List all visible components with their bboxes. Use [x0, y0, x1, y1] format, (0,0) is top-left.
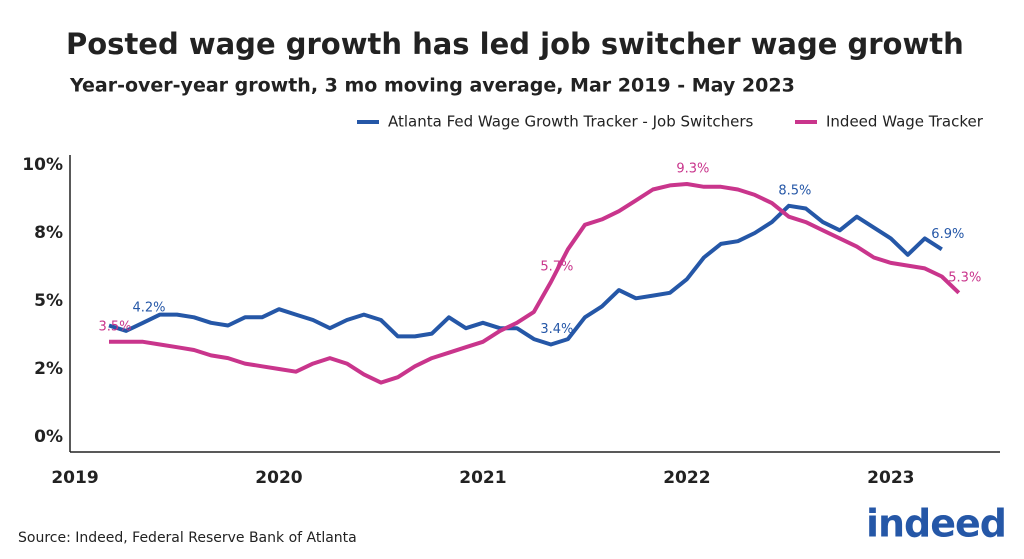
chart-subtitle: Year-over-year growth, 3 mo moving avera…	[69, 75, 795, 97]
value-label: 5.7%	[540, 259, 573, 274]
x-tick-label: 2021	[459, 468, 506, 488]
value-label: 5.3%	[948, 270, 981, 285]
value-label: 3.5%	[98, 319, 131, 334]
x-tick-label: 2023	[867, 468, 914, 488]
y-tick-label: 5%	[34, 291, 63, 311]
source: Source: Indeed, Federal Reserve Bank of …	[18, 530, 357, 546]
x-tick-label: 2022	[663, 468, 710, 488]
y-tick-label: 0%	[34, 427, 63, 447]
y-tick-label: 8%	[34, 223, 63, 243]
chart-title: Posted wage growth has led job switcher …	[66, 27, 964, 61]
value-label: 8.5%	[778, 183, 811, 198]
legend-label: Indeed Wage Tracker	[826, 113, 984, 131]
y-tick-label: 2%	[34, 359, 63, 379]
series-line	[109, 182, 961, 385]
x-tick-label: 2019	[51, 468, 98, 488]
value-label: 4.2%	[132, 300, 165, 315]
x-tick-label: 2020	[255, 468, 302, 488]
series-line	[108, 203, 943, 347]
y-tick-label: 10%	[22, 155, 63, 175]
value-label: 6.9%	[931, 227, 964, 242]
legend-label: Atlanta Fed Wage Growth Tracker - Job Sw…	[388, 113, 753, 131]
value-label: 9.3%	[676, 162, 709, 177]
value-label: 3.4%	[540, 322, 573, 337]
logo: indeed	[866, 502, 1006, 546]
